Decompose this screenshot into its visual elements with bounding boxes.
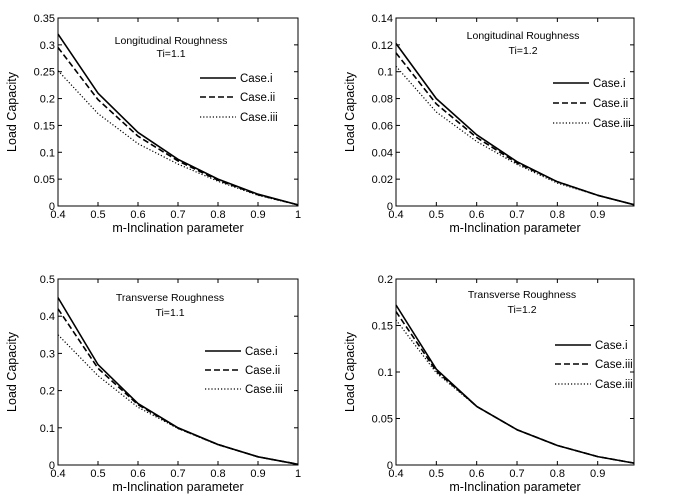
y-tick-label: 0.1 <box>40 423 55 435</box>
annotation-2: Ti=1.2 <box>507 304 536 316</box>
legend-label-1: Case.i <box>245 346 278 358</box>
x-tick-label: 0.7 <box>170 209 185 221</box>
x-tick-label: 0.6 <box>469 468 484 480</box>
chart-panel-4: 0.4 0.5 0.6 0.7 0.8 0.900.050.10.150.2m-Incli… <box>343 274 634 494</box>
y-tick-label: 0.2 <box>378 274 393 286</box>
annotation-2: Ti=1.2 <box>508 45 537 57</box>
x-tick-label: 0.8 <box>550 209 565 221</box>
y-tick-label: 0.2 <box>40 94 55 106</box>
legend-label-1: Case.i <box>595 340 628 352</box>
y-tick-label: 0.08 <box>372 94 393 106</box>
annotation-2: Ti=1.1 <box>156 48 185 60</box>
legend-label-2: Case.ii <box>240 92 275 104</box>
x-tick-label: 0.9 <box>590 209 605 221</box>
y-tick-label: 0.1 <box>378 67 393 79</box>
y-axis-title: Load Capacity <box>343 71 357 152</box>
y-tick-label: 0 <box>49 460 55 472</box>
legend-label-2: Case.ii <box>245 365 280 377</box>
annotation-1: Longitudinal Roughness <box>467 30 580 42</box>
y-tick-label: 0 <box>49 201 55 213</box>
y-tick-label: 0.14 <box>372 13 393 25</box>
x-tick-label: 0.6 <box>130 468 145 480</box>
x-tick-label: 0.5 <box>90 209 105 221</box>
annotation-1: Transverse Roughness <box>468 289 576 301</box>
y-tick-label: 0.2 <box>40 386 55 398</box>
annotation-1: Longitudinal Roughness <box>115 35 228 47</box>
chart-panel-3: 0.4 0.5 0.6 0.7 0.8 0.9 100.10.20.30.40.5m-Inc… <box>5 274 301 494</box>
legend-label-3: Case.iii <box>595 379 633 391</box>
x-axis-title: m-Inclination parameter <box>112 480 243 494</box>
x-tick-label: 0.8 <box>210 209 225 221</box>
legend-label-3: Case.iii <box>240 112 278 124</box>
y-tick-label: 0.02 <box>372 174 393 186</box>
x-tick-label: 1 <box>295 468 301 480</box>
chart-panel-2: 0.4 0.5 0.6 0.7 0.8 0.900.020.040.060.080.10.… <box>343 13 634 235</box>
y-axis-title: Load Capacity <box>5 331 19 412</box>
y-tick-label: 0.06 <box>372 120 393 132</box>
x-tick-label: 0.5 <box>429 468 444 480</box>
x-axis-title: m-Inclination parameter <box>449 221 580 235</box>
x-tick-label: 0.8 <box>550 468 565 480</box>
legend-label-3: Case.iii <box>593 118 631 130</box>
y-tick-label: 0.15 <box>34 120 55 132</box>
y-tick-label: 0.1 <box>378 367 393 379</box>
x-tick-label: 0.7 <box>509 209 524 221</box>
x-axis-title: m-Inclination parameter <box>449 480 580 494</box>
x-tick-label: 0.6 <box>130 209 145 221</box>
y-tick-label: 0.35 <box>34 13 55 25</box>
y-tick-label: 0.25 <box>34 67 55 79</box>
y-tick-label: 0.3 <box>40 348 55 360</box>
y-tick-label: 0.05 <box>34 174 55 186</box>
x-tick-label: 1 <box>295 209 301 221</box>
y-tick-label: 0.04 <box>372 147 393 159</box>
y-tick-label: 0.5 <box>40 274 55 286</box>
x-axis-title: m-Inclination parameter <box>112 221 243 235</box>
legend-label-2: Case.ii <box>593 98 628 110</box>
x-tick-label: 0.8 <box>210 468 225 480</box>
y-tick-label: 0 <box>387 460 393 472</box>
x-tick-label: 0.5 <box>90 468 105 480</box>
y-axis-title: Load Capacity <box>343 331 357 412</box>
annotation-2: Ti=1.1 <box>155 307 184 319</box>
chart-panel-1: 0.4 0.5 0.6 0.7 0.8 0.9 100.050.10.150.20.250.… <box>5 13 301 235</box>
legend-label-1: Case.i <box>240 73 273 85</box>
x-tick-label: 0.5 <box>429 209 444 221</box>
y-tick-label: 0.15 <box>372 321 393 333</box>
legend-label-3: Case.iii <box>245 384 283 396</box>
x-tick-label: 0.6 <box>469 209 484 221</box>
x-tick-label: 0.9 <box>250 209 265 221</box>
y-tick-label: 0.12 <box>372 40 393 52</box>
y-tick-label: 0.3 <box>40 40 55 52</box>
x-tick-label: 0.9 <box>590 468 605 480</box>
y-tick-label: 0.1 <box>40 147 55 159</box>
y-tick-label: 0.05 <box>372 414 393 426</box>
legend-label-1: Case.i <box>593 78 626 90</box>
x-tick-label: 0.9 <box>250 468 265 480</box>
y-tick-label: 0.4 <box>40 311 55 323</box>
x-tick-label: 0.7 <box>170 468 185 480</box>
y-tick-label: 0 <box>387 201 393 213</box>
annotation-1: Transverse Roughness <box>116 292 224 304</box>
x-tick-label: 0.7 <box>509 468 524 480</box>
y-axis-title: Load Capacity <box>5 71 19 152</box>
legend-label-2: Case.iii <box>595 359 633 371</box>
